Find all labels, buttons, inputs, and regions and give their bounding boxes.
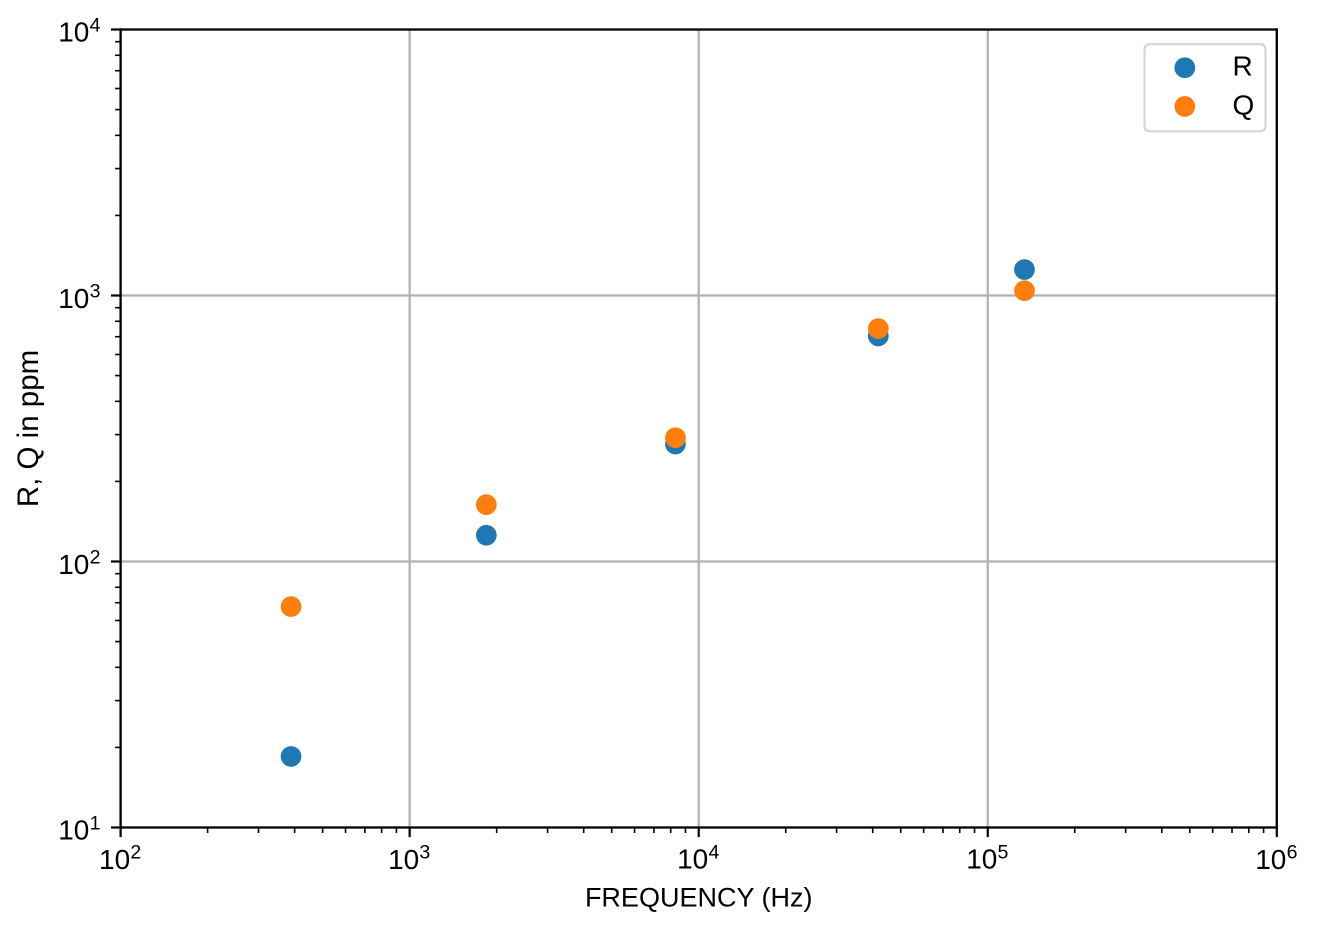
svg-text:1 0 3: 1 0 3 — [388, 842, 430, 875]
svg-text:1 0 2: 1 0 2 — [99, 842, 141, 875]
svg-text:Q: Q — [1233, 89, 1255, 120]
svg-text:FREQUENCY (Hz): FREQUENCY (Hz) — [585, 882, 813, 912]
svg-text:R, Q in ppm: R, Q in ppm — [12, 350, 45, 507]
svg-text:1 0 3: 1 0 3 — [58, 281, 100, 314]
svg-text:R: R — [1233, 51, 1253, 82]
svg-text:1 0 1: 1 0 1 — [58, 812, 100, 845]
svg-text:1 0 2: 1 0 2 — [58, 547, 100, 580]
svg-text:1 0 4: 1 0 4 — [58, 14, 100, 47]
svg-text:1 0 6: 1 0 6 — [1255, 842, 1297, 875]
svg-text:1 0 4: 1 0 4 — [677, 841, 719, 874]
svg-text:1 0 5: 1 0 5 — [966, 841, 1008, 874]
